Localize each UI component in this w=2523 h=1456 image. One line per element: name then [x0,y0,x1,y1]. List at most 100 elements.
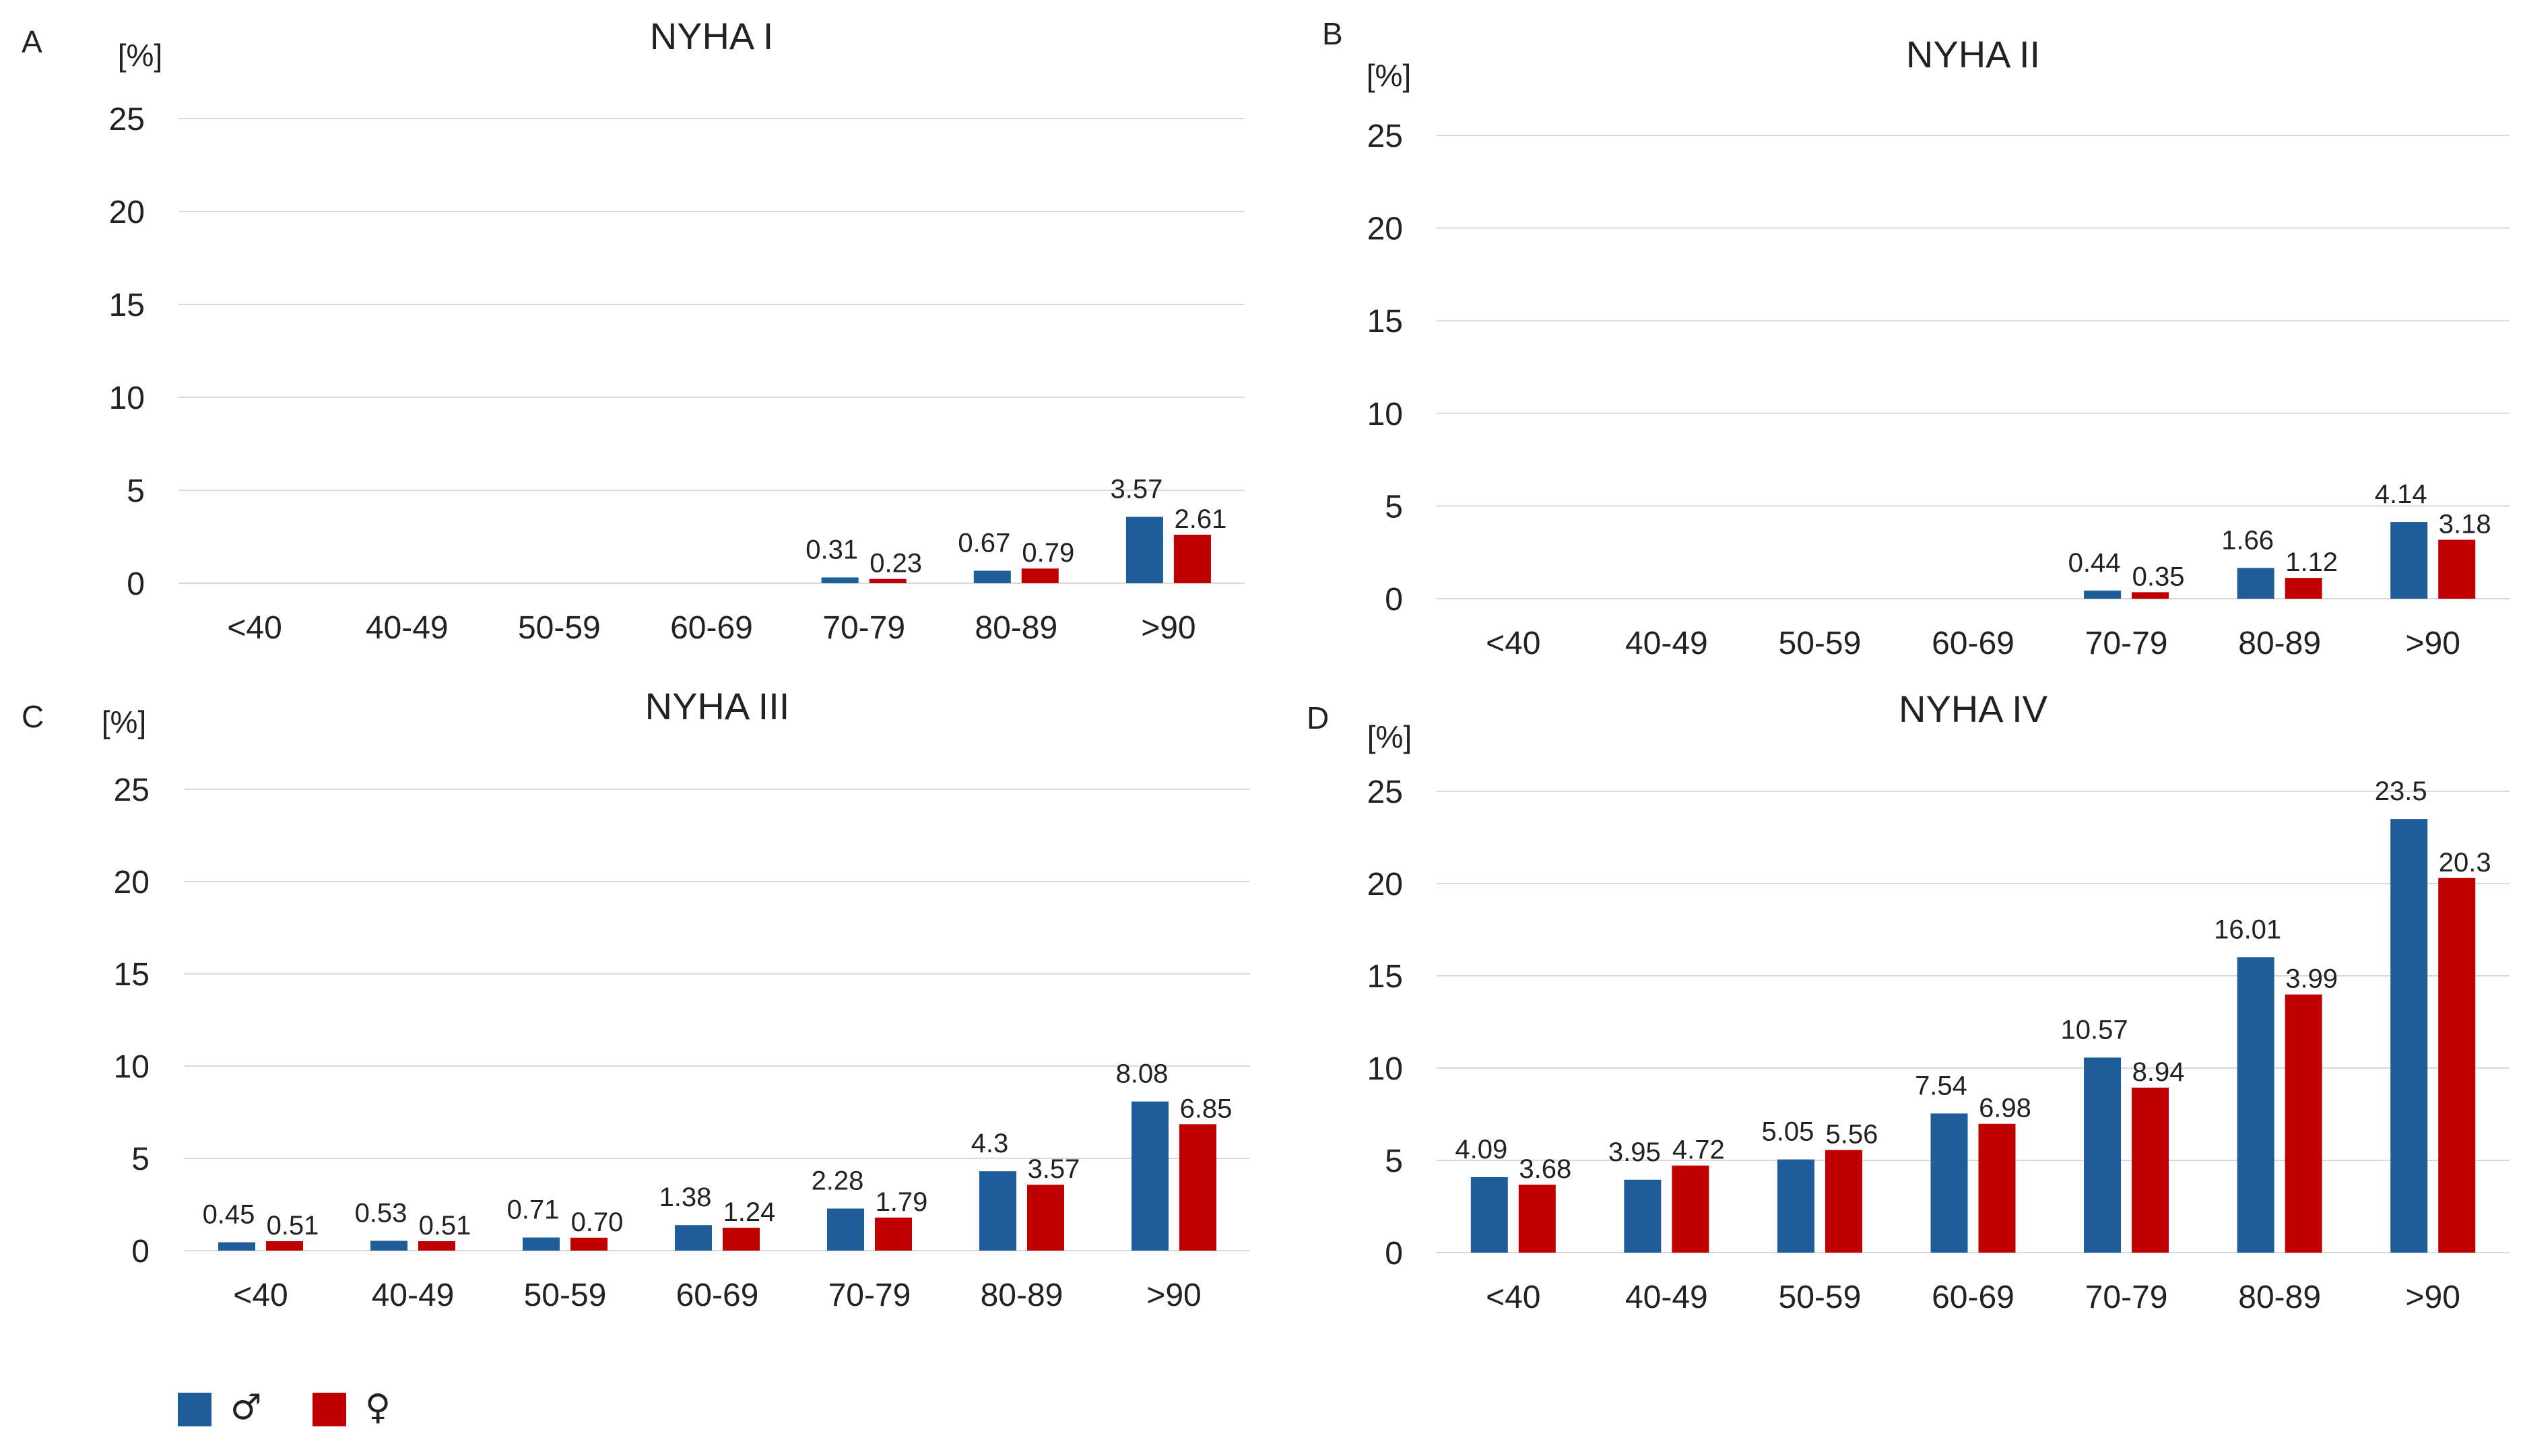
panel-c-xtick-label: >90 [1146,1278,1201,1313]
panel-c-bar-male [827,1208,864,1251]
panel-d-data-label: 5.05 [1761,1117,1814,1147]
panel-c-data-label: 0.51 [267,1211,319,1240]
panel-b-xtick-label: 70-79 [2085,626,2168,661]
panel-d-bar-male [1624,1179,1662,1253]
panel-c-data-label: 0.53 [355,1198,407,1228]
panel-d-data-label: 16.01 [2214,915,2281,944]
panel-d-data-label: 6.98 [1979,1094,2031,1123]
panel-b-data-label: 1.12 [2285,548,2338,577]
panel-b-title: NYHA II [1906,33,2040,75]
panel-a-data-label: 0.79 [1022,538,1074,568]
legend-label-female: ♀ [365,1387,391,1428]
panel-c-bar-male [523,1237,560,1251]
panel-d-xtick-label: <40 [1486,1280,1540,1315]
panel-c-data-label: 1.24 [723,1197,776,1227]
panel-c-letter: C [22,699,44,734]
panel-b-bar-female [2285,578,2322,599]
panel-c-data-label: 3.57 [1028,1154,1080,1184]
panel-a-ytick-label: 0 [127,566,145,602]
panel-a-ytick-label: 10 [109,380,145,416]
panel-d-data-label: 7.54 [1915,1071,1967,1100]
panel-c-data-label: 1.79 [876,1187,928,1217]
panel-c-bar-female [570,1237,608,1251]
panel-c-bar-female [1179,1124,1216,1251]
panel-d-bar-female [1978,1123,2016,1253]
panel-d-xtick-label: >90 [2406,1280,2460,1315]
panel-c-ylabel: [%] [102,704,146,739]
panel-d-ytick-label: 0 [1385,1236,1403,1271]
panel-d-title: NYHA IV [1899,688,2048,730]
legend-label-male: ♂ [230,1387,262,1428]
panel-b-ytick-label: 20 [1367,211,1403,247]
panel-b-bar-male [2237,568,2274,599]
panel-a-xtick-label: >90 [1141,610,1195,646]
panel-d-bar-female [2132,1088,2169,1253]
panel-b-data-label: 3.18 [2439,509,2491,539]
panel-d-data-label: 20.3 [2439,848,2491,878]
panel-c-ytick-label: 25 [114,772,150,808]
panel-a-ytick-label: 15 [109,288,145,323]
panel-d-letter: D [1307,700,1329,735]
panel-c-ytick-label: 5 [131,1141,150,1177]
panel-d-xtick-label: 70-79 [2085,1280,2168,1315]
panel-d-ylabel: [%] [1367,719,1412,754]
panel-b-bar-female [2438,539,2476,599]
panel-d-bar-male [1777,1159,1814,1253]
panel-b-data-label: 4.14 [2375,479,2427,509]
panel-b-xtick-label: 50-59 [1779,626,1862,661]
panel-d-data-label: 4.09 [1455,1135,1507,1164]
panel-a-xtick-label: 50-59 [518,610,601,646]
panel-b-ytick-label: 25 [1367,119,1403,154]
panel-a-data-label: 0.23 [870,549,922,578]
panel-a-xtick-label: <40 [227,610,282,646]
panel-c-data-label: 0.71 [507,1195,560,1225]
panel-c-ytick-label: 15 [114,957,150,993]
panel-b-bar-male [2390,522,2428,599]
panel-c-xtick-label: <40 [233,1278,288,1313]
panel-c-bar-female [875,1217,912,1251]
panel-a-xtick-label: 60-69 [670,610,753,646]
legend-swatch-female [313,1393,346,1426]
panel-c-data-label: 0.70 [571,1207,624,1237]
panel-a-ytick-label: 25 [109,102,145,137]
panel-c-ytick-label: 10 [114,1049,150,1085]
panel-d-data-label: 4.72 [1672,1135,1725,1165]
panel-b-ytick-label: 10 [1367,397,1403,432]
panel-b-letter: B [1322,16,1343,51]
panel-a-data-label: 0.31 [806,535,858,564]
panel-a-data-label: 2.61 [1174,504,1226,534]
panel-d-xtick-label: 80-89 [2238,1280,2321,1315]
panel-d-bar-female [2438,878,2476,1253]
panel-b-data-label: 0.44 [2068,548,2121,578]
panel-a-bar-female [1021,568,1059,583]
panel-d-data-label: 8.94 [2132,1057,2185,1087]
panel-a-data-label: 0.67 [958,529,1010,558]
panel-c-xtick-label: 80-89 [981,1278,1063,1313]
panel-a-ytick-label: 20 [109,195,145,230]
panel-c-bar-female [418,1241,455,1251]
panel-d-bar-male [2390,819,2428,1253]
panel-a-bar-male [973,570,1011,583]
panel-a-bar-female [1173,534,1211,583]
panel-c-title: NYHA III [645,685,790,727]
panel-d-data-label: 3.95 [1608,1137,1661,1167]
panel-d-bar-male [1930,1113,1968,1253]
panel-d-ytick-label: 15 [1367,959,1403,995]
panel-d-ytick-label: 20 [1367,867,1403,902]
panel-a-title: NYHA I [650,15,774,57]
panel-d-ytick-label: 25 [1367,774,1403,810]
panel-c-xtick-label: 50-59 [524,1278,607,1313]
panel-d-xtick-label: 50-59 [1779,1280,1862,1315]
panel-c-ytick-label: 0 [131,1234,150,1269]
panel-d-bar-female [1518,1185,1556,1253]
panel-d-bar-male [2237,957,2274,1253]
panel-a-letter: A [22,24,42,59]
panel-b-xtick-label: 40-49 [1625,626,1708,661]
panel-b-ytick-label: 5 [1385,489,1403,525]
panel-d-xtick-label: 60-69 [1932,1280,2014,1315]
panel-b-ylabel: [%] [1367,58,1411,93]
panel-a-xtick-label: 40-49 [366,610,449,646]
panel-a-bar-female [869,578,907,583]
panel-d-bar-male [2084,1057,2122,1253]
panel-c-ytick-label: 20 [114,865,150,900]
